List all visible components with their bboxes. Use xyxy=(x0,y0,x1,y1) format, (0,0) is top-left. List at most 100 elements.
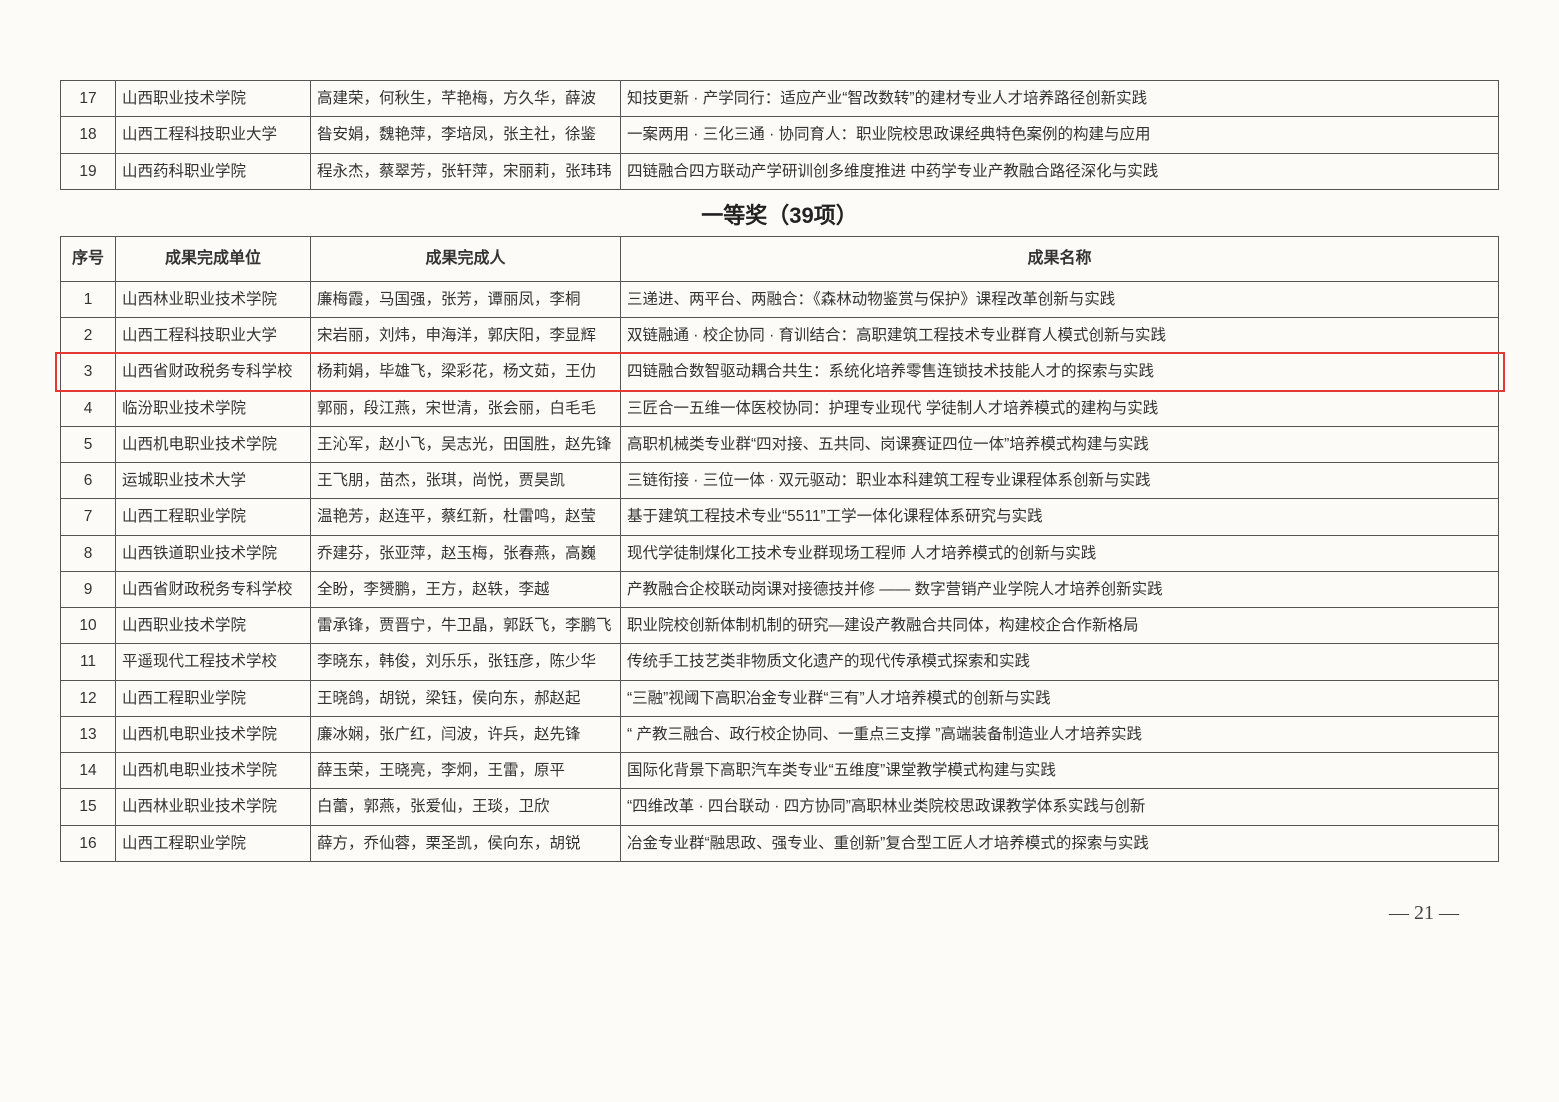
cell-achievement-name: 现代学徒制煤化工技术专业群现场工程师 人才培养模式的创新与实践 xyxy=(621,535,1499,571)
page-number: — 21 — xyxy=(60,862,1499,925)
cell-index: 19 xyxy=(61,153,116,189)
cell-unit: 山西工程职业学院 xyxy=(116,680,311,716)
cell-unit: 山西职业技术学院 xyxy=(116,81,311,117)
cell-unit: 山西工程职业学院 xyxy=(116,499,311,535)
cell-index: 15 xyxy=(61,789,116,825)
cell-unit: 山西林业职业技术学院 xyxy=(116,789,311,825)
cell-people: 乔建芬，张亚萍，赵玉梅，张春燕，高巍 xyxy=(311,535,621,571)
cell-people: 王飞朋，苗杰，张琪，尚悦，贾昊凯 xyxy=(311,463,621,499)
cell-index: 5 xyxy=(61,426,116,462)
cell-index: 6 xyxy=(61,463,116,499)
table-row: 5山西机电职业技术学院王沁军，赵小飞，吴志光，田国胜，赵先锋高职机械类专业群“四… xyxy=(61,426,1499,462)
cell-achievement-name: 三递进、两平台、两融合：《森林动物鉴赏与保护》课程改革创新与实践 xyxy=(621,281,1499,317)
table-row: 13山西机电职业技术学院廉冰娴，张广红，闫波，许兵，赵先锋“ 产教三融合、政行校… xyxy=(61,716,1499,752)
cell-achievement-name: 冶金专业群“融思政、强专业、重创新”复合型工匠人才培养模式的探索与实践 xyxy=(621,825,1499,861)
header-unit: 成果完成单位 xyxy=(116,236,311,281)
cell-achievement-name: 四链融合四方联动产学研训创多维度推进 中药学专业产教融合路径深化与实践 xyxy=(621,153,1499,189)
cell-people: 杨莉娟，毕雄飞，梁彩花，杨文茹，王仂 xyxy=(311,354,621,390)
cell-index: 9 xyxy=(61,571,116,607)
cell-index: 13 xyxy=(61,716,116,752)
cell-people: 宋岩丽，刘炜，申海洋，郭庆阳，李显辉 xyxy=(311,318,621,354)
cell-index: 2 xyxy=(61,318,116,354)
cell-people: 温艳芳，赵连平，蔡红新，杜雷鸣，赵莹 xyxy=(311,499,621,535)
table-row: 6运城职业技术大学王飞朋，苗杰，张琪，尚悦，贾昊凯三链衔接 · 三位一体 · 双… xyxy=(61,463,1499,499)
cell-people: 程永杰，蔡翠芳，张轩萍，宋丽莉，张玮玮 xyxy=(311,153,621,189)
cell-index: 7 xyxy=(61,499,116,535)
cell-unit: 临汾职业技术学院 xyxy=(116,390,311,426)
cell-people: 李晓东，韩俊，刘乐乐，张钰彦，陈少华 xyxy=(311,644,621,680)
table-row: 16山西工程职业学院薛方，乔仙蓉，栗圣凯，侯向东，胡锐冶金专业群“融思政、强专业… xyxy=(61,825,1499,861)
cell-people: 王晓鸽，胡锐，梁钰，侯向东，郝赵起 xyxy=(311,680,621,716)
cell-achievement-name: “ 产教三融合、政行校企协同、一重点三支撑 ”高端装备制造业人才培养实践 xyxy=(621,716,1499,752)
cell-achievement-name: 高职机械类专业群“四对接、五共同、岗课赛证四位一体”培养模式构建与实践 xyxy=(621,426,1499,462)
section-title: 一等奖（39项） xyxy=(60,190,1499,236)
header-index: 序号 xyxy=(61,236,116,281)
cell-people: 薛玉荣，王晓亮，李炯，王雷，原平 xyxy=(311,753,621,789)
cell-index: 18 xyxy=(61,117,116,153)
cell-people: 薛方，乔仙蓉，栗圣凯，侯向东，胡锐 xyxy=(311,825,621,861)
cell-achievement-name: 知技更新 · 产学同行：适应产业“智改数转”的建材专业人才培养路径创新实践 xyxy=(621,81,1499,117)
document-page: 17山西职业技术学院高建荣，何秋生，芊艳梅，方久华，薛波知技更新 · 产学同行：… xyxy=(0,0,1559,955)
cell-index: 4 xyxy=(61,390,116,426)
award-table: 序号 成果完成单位 成果完成人 成果名称 1山西林业职业技术学院廉梅霞，马国强，… xyxy=(60,236,1499,862)
cell-people: 昝安娟，魏艳萍，李培凤，张主社，徐鉴 xyxy=(311,117,621,153)
table-row: 3山西省财政税务专科学校杨莉娟，毕雄飞，梁彩花，杨文茹，王仂四链融合数智驱动耦合… xyxy=(61,354,1499,390)
cell-people: 廉梅霞，马国强，张芳，谭丽凤，李桐 xyxy=(311,281,621,317)
cell-people: 郭丽，段江燕，宋世清，张会丽，白毛毛 xyxy=(311,390,621,426)
table-row: 10山西职业技术学院雷承锋，贾晋宁，牛卫晶，郭跃飞，李鹏飞职业院校创新体制机制的… xyxy=(61,608,1499,644)
cell-unit: 山西铁道职业技术学院 xyxy=(116,535,311,571)
cell-achievement-name: 基于建筑工程技术专业“5511”工学一体化课程体系研究与实践 xyxy=(621,499,1499,535)
cell-index: 3 xyxy=(61,354,116,390)
cell-unit: 山西药科职业学院 xyxy=(116,153,311,189)
cell-achievement-name: 三链衔接 · 三位一体 · 双元驱动：职业本科建筑工程专业课程体系创新与实践 xyxy=(621,463,1499,499)
table-row: 11平遥现代工程技术学校李晓东，韩俊，刘乐乐，张钰彦，陈少华传统手工技艺类非物质… xyxy=(61,644,1499,680)
cell-achievement-name: 国际化背景下高职汽车类专业“五维度”课堂教学模式构建与实践 xyxy=(621,753,1499,789)
main-table-wrapper: 序号 成果完成单位 成果完成人 成果名称 1山西林业职业技术学院廉梅霞，马国强，… xyxy=(60,236,1499,862)
cell-people: 全盼，李赟鹏，王方，赵轶，李越 xyxy=(311,571,621,607)
table-row: 19山西药科职业学院程永杰，蔡翠芳，张轩萍，宋丽莉，张玮玮四链融合四方联动产学研… xyxy=(61,153,1499,189)
cell-unit: 山西工程科技职业大学 xyxy=(116,318,311,354)
cell-index: 11 xyxy=(61,644,116,680)
cell-achievement-name: “四维改革 · 四台联动 · 四方协同”高职林业类院校思政课教学体系实践与创新 xyxy=(621,789,1499,825)
table-row: 17山西职业技术学院高建荣，何秋生，芊艳梅，方久华，薛波知技更新 · 产学同行：… xyxy=(61,81,1499,117)
cell-unit: 运城职业技术大学 xyxy=(116,463,311,499)
cell-unit: 山西省财政税务专科学校 xyxy=(116,571,311,607)
cell-unit: 平遥现代工程技术学校 xyxy=(116,644,311,680)
top-continuation-table: 17山西职业技术学院高建荣，何秋生，芊艳梅，方久华，薛波知技更新 · 产学同行：… xyxy=(60,80,1499,190)
table-row: 7山西工程职业学院温艳芳，赵连平，蔡红新，杜雷鸣，赵莹基于建筑工程技术专业“55… xyxy=(61,499,1499,535)
cell-achievement-name: 一案两用 · 三化三通 · 协同育人：职业院校思政课经典特色案例的构建与应用 xyxy=(621,117,1499,153)
table-row: 2山西工程科技职业大学宋岩丽，刘炜，申海洋，郭庆阳，李显辉双链融通 · 校企协同… xyxy=(61,318,1499,354)
table-header-row: 序号 成果完成单位 成果完成人 成果名称 xyxy=(61,236,1499,281)
cell-index: 8 xyxy=(61,535,116,571)
table-row: 18山西工程科技职业大学昝安娟，魏艳萍，李培凤，张主社，徐鉴一案两用 · 三化三… xyxy=(61,117,1499,153)
cell-people: 白蕾，郭燕，张爱仙，王琰，卫欣 xyxy=(311,789,621,825)
cell-unit: 山西省财政税务专科学校 xyxy=(116,354,311,390)
table-row: 8山西铁道职业技术学院乔建芬，张亚萍，赵玉梅，张春燕，高巍现代学徒制煤化工技术专… xyxy=(61,535,1499,571)
cell-achievement-name: 传统手工技艺类非物质文化遗产的现代传承模式探索和实践 xyxy=(621,644,1499,680)
table-row: 1山西林业职业技术学院廉梅霞，马国强，张芳，谭丽凤，李桐三递进、两平台、两融合：… xyxy=(61,281,1499,317)
cell-index: 1 xyxy=(61,281,116,317)
table-row: 12山西工程职业学院王晓鸽，胡锐，梁钰，侯向东，郝赵起“三融”视阈下高职冶金专业… xyxy=(61,680,1499,716)
cell-achievement-name: 四链融合数智驱动耦合共生：系统化培养零售连锁技术技能人才的探索与实践 xyxy=(621,354,1499,390)
table-row: 4临汾职业技术学院郭丽，段江燕，宋世清，张会丽，白毛毛三匠合一五维一体医校协同：… xyxy=(61,390,1499,426)
table-row: 9山西省财政税务专科学校全盼，李赟鹏，王方，赵轶，李越产教融合企校联动岗课对接德… xyxy=(61,571,1499,607)
cell-people: 廉冰娴，张广红，闫波，许兵，赵先锋 xyxy=(311,716,621,752)
cell-index: 14 xyxy=(61,753,116,789)
cell-unit: 山西工程职业学院 xyxy=(116,825,311,861)
cell-people: 雷承锋，贾晋宁，牛卫晶，郭跃飞，李鹏飞 xyxy=(311,608,621,644)
cell-index: 12 xyxy=(61,680,116,716)
cell-achievement-name: 职业院校创新体制机制的研究—建设产教融合共同体，构建校企合作新格局 xyxy=(621,608,1499,644)
cell-unit: 山西职业技术学院 xyxy=(116,608,311,644)
cell-index: 16 xyxy=(61,825,116,861)
cell-unit: 山西机电职业技术学院 xyxy=(116,716,311,752)
header-name: 成果名称 xyxy=(621,236,1499,281)
table-row: 14山西机电职业技术学院薛玉荣，王晓亮，李炯，王雷，原平国际化背景下高职汽车类专… xyxy=(61,753,1499,789)
cell-unit: 山西机电职业技术学院 xyxy=(116,426,311,462)
table-row: 15山西林业职业技术学院白蕾，郭燕，张爱仙，王琰，卫欣“四维改革 · 四台联动 … xyxy=(61,789,1499,825)
cell-achievement-name: 三匠合一五维一体医校协同：护理专业现代 学徒制人才培养模式的建构与实践 xyxy=(621,390,1499,426)
header-people: 成果完成人 xyxy=(311,236,621,281)
cell-index: 10 xyxy=(61,608,116,644)
cell-achievement-name: 产教融合企校联动岗课对接德技并修 —— 数字营销产业学院人才培养创新实践 xyxy=(621,571,1499,607)
cell-people: 高建荣，何秋生，芊艳梅，方久华，薛波 xyxy=(311,81,621,117)
cell-unit: 山西林业职业技术学院 xyxy=(116,281,311,317)
